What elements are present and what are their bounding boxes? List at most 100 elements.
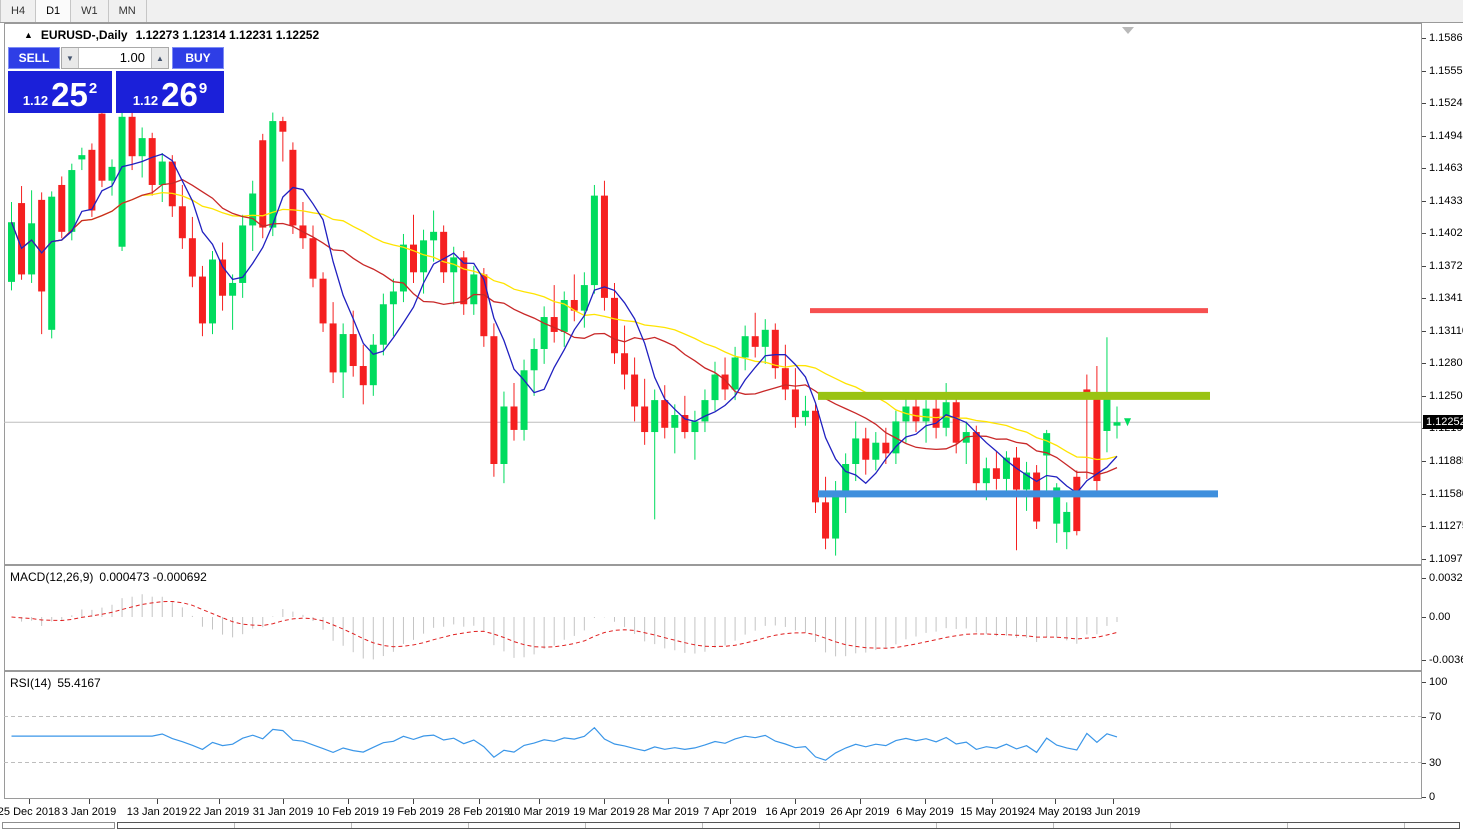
candle-body [822, 502, 830, 539]
trade-top-row: SELL ▼ 1.00 ▲ BUY [8, 47, 224, 69]
candle-body [28, 223, 36, 275]
candle-body [842, 464, 850, 496]
rsi-name: RSI(14) [10, 676, 52, 690]
candle-body [1043, 433, 1051, 456]
candle-body [550, 317, 558, 332]
candle-body [982, 468, 990, 484]
volume-spinner: ▼ 1.00 ▲ [61, 47, 169, 69]
collapse-triangle-icon[interactable]: ▲ [24, 30, 33, 40]
tab-h4[interactable]: H4 [0, 0, 37, 22]
price-chart-pane[interactable] [4, 23, 1422, 565]
candle-body [359, 366, 367, 386]
candle-body [18, 203, 26, 275]
macd-signal-line [11, 600, 1118, 649]
candle-body [560, 299, 568, 332]
buy-price-big: 26 [161, 75, 198, 113]
candle-body [922, 408, 930, 422]
scroll-to-end-icon[interactable] [1122, 27, 1134, 34]
candle-body [801, 410, 809, 418]
candle-body [1023, 472, 1031, 490]
volume-decrease-icon[interactable]: ▼ [62, 48, 79, 68]
horizontal-scrollbar[interactable] [117, 822, 1460, 829]
candle-body [701, 400, 709, 422]
candle-body [480, 274, 488, 337]
candle-body [470, 274, 478, 305]
macd-label: MACD(12,26,9) 0.000473 -0.000692 [10, 570, 207, 584]
candle-body [882, 442, 890, 454]
candle-body [188, 238, 196, 277]
candle-body [148, 138, 156, 185]
candle-body [641, 406, 649, 433]
volume-input[interactable]: 1.00 [79, 48, 151, 68]
candle-body [832, 495, 840, 539]
candle-body [1103, 392, 1111, 431]
sell-price-pip: 2 [88, 80, 98, 97]
sell-price-small: 1.12 [22, 93, 49, 108]
candle-body [751, 336, 759, 347]
candle-body [812, 410, 819, 503]
sell-button[interactable]: SELL [8, 47, 60, 69]
candle-body [862, 438, 870, 460]
candle-body [651, 400, 659, 433]
candle-body [500, 406, 508, 464]
candle-body [58, 184, 66, 232]
tab-mn[interactable]: MN [109, 0, 147, 22]
candle-body [590, 195, 598, 286]
candle-body [912, 406, 920, 422]
candle-body [229, 282, 237, 296]
candle-body [158, 161, 166, 185]
candle-body [98, 113, 106, 181]
candle-body [631, 374, 639, 407]
candle-body [430, 231, 438, 241]
tab-w1[interactable]: W1 [71, 0, 109, 22]
candle-body [761, 329, 769, 347]
candle-body [952, 402, 960, 443]
candle-body [661, 400, 669, 428]
macd-name: MACD(12,26,9) [10, 570, 94, 584]
volume-increase-icon[interactable]: ▲ [151, 48, 168, 68]
candle-body [440, 231, 448, 273]
time-axis[interactable] [4, 799, 1463, 822]
sell-price-display[interactable]: 1.12 25 2 [8, 71, 112, 113]
candle-body [580, 285, 588, 311]
candle-body [108, 166, 116, 181]
buy-button[interactable]: BUY [172, 47, 224, 69]
candle-body [611, 297, 618, 354]
candle-body [128, 116, 136, 157]
macd-pane[interactable] [4, 565, 1422, 671]
candle-body [510, 406, 518, 430]
current-bar-marker-icon [1124, 418, 1131, 427]
macd-values: 0.000473 -0.000692 [99, 570, 207, 584]
buy-price-pip: 9 [198, 80, 208, 97]
buy-price-small: 1.12 [132, 93, 159, 108]
symbol-name: EURUSD-,Daily [40, 28, 128, 42]
candle-body [88, 149, 96, 211]
candle-body [681, 415, 689, 433]
candle-body [399, 244, 407, 292]
candle-body [209, 259, 216, 324]
candle-body [721, 374, 729, 390]
candle-body [309, 238, 317, 279]
candle-body [198, 276, 206, 324]
candle-body [1002, 457, 1010, 479]
candle-body [68, 170, 76, 232]
chart-title: ▲ EURUSD-,Daily 1.12273 1.12314 1.12231 … [24, 28, 319, 42]
tab-d1[interactable]: D1 [36, 0, 72, 22]
candle-body [138, 138, 146, 157]
candle-body [349, 334, 357, 367]
candle-body [249, 193, 257, 226]
buy-price-display[interactable]: 1.12 26 9 [116, 71, 224, 113]
candle-body [1063, 511, 1071, 533]
candle-body [992, 468, 1000, 479]
ma-line-6 [10, 153, 1118, 494]
rsi-label: RSI(14) 55.4167 [10, 676, 101, 690]
candle-body [178, 206, 186, 239]
candle-body [570, 299, 578, 311]
candle-body [279, 121, 287, 132]
candle-body [8, 222, 15, 282]
candle-body [771, 329, 779, 369]
rsi-value: 55.4167 [57, 676, 101, 690]
bottom-left-panel [2, 822, 115, 829]
rsi-pane[interactable] [4, 671, 1422, 799]
